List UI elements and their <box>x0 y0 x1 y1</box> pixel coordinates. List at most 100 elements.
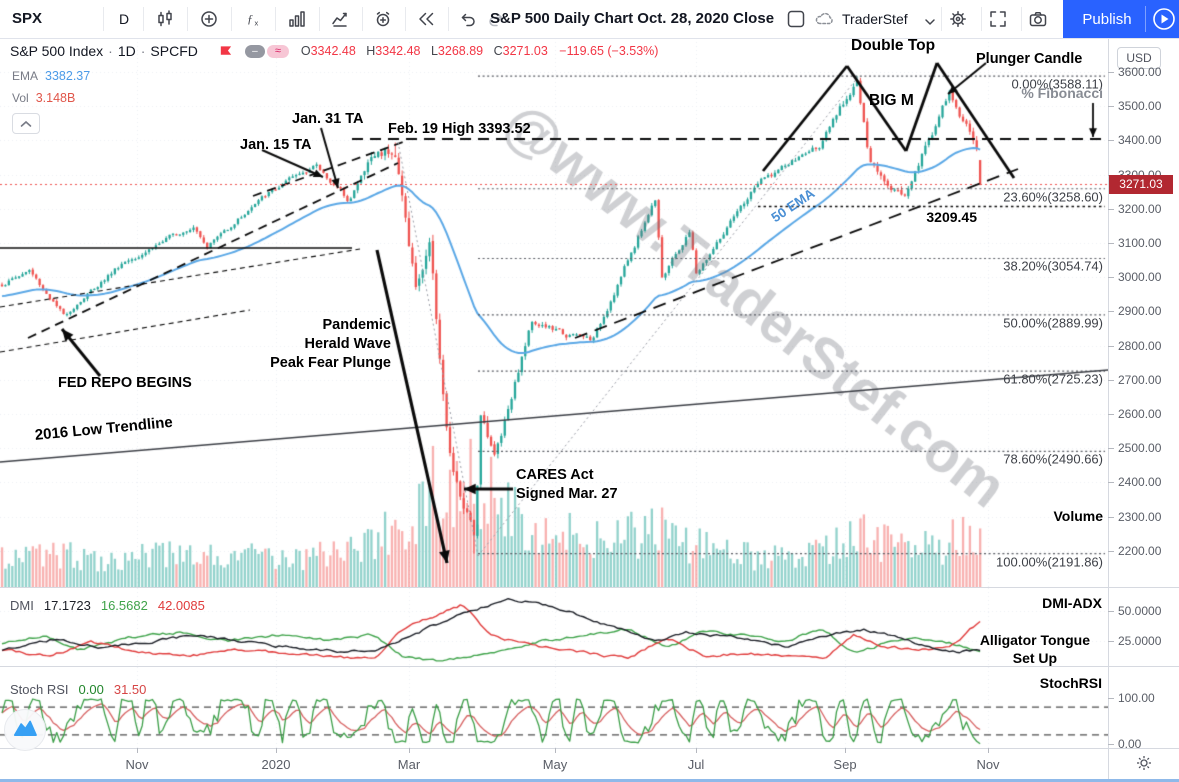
pane-divider[interactable] <box>0 666 1179 667</box>
dmi-axis-tick: 25.0000 <box>1118 634 1162 648</box>
snapshot-camera-icon[interactable] <box>1028 9 1048 29</box>
stochrsi-indicator-pane[interactable] <box>0 667 1108 748</box>
hide-toggle-icon[interactable]: – <box>244 44 265 58</box>
price-axis-tickmark <box>1108 517 1114 518</box>
price-axis-tick: 2700.00 <box>1118 372 1162 387</box>
dmi-adx-value: 17.1723 <box>43 598 91 613</box>
ema-legend: EMA 3382.37 <box>12 69 91 83</box>
stoch-axis-tickmark <box>1108 698 1114 699</box>
fullscreen-icon[interactable] <box>988 9 1008 29</box>
ohlc-readout: O3342.48 H3342.48 L3268.89 C3271.03 −119… <box>300 44 659 58</box>
time-axis-label: Nov <box>125 757 149 772</box>
time-axis-label: May <box>542 757 568 772</box>
traderstef-logo[interactable] <box>4 709 46 751</box>
price-axis-tick: 3400.00 <box>1118 133 1162 148</box>
chart-annotation: % Fibonacci <box>1021 85 1103 101</box>
ema-value: 3382.37 <box>45 69 91 83</box>
volume-value: 3.148B <box>35 91 76 105</box>
price-axis-border <box>1108 38 1109 779</box>
price-axis-tickmark <box>1108 277 1114 278</box>
price-axis-tickmark <box>1108 311 1114 312</box>
dmi-indicator-pane[interactable] <box>0 588 1108 666</box>
stoch-axis-tick: 0.00 <box>1118 737 1142 751</box>
price-axis-tickmark <box>1108 551 1114 552</box>
price-axis-tick: 3200.00 <box>1118 201 1162 216</box>
chart-annotation: BIG M <box>869 92 914 109</box>
active-pane-highlight <box>0 779 1179 782</box>
price-axis-tickmark <box>1108 346 1114 347</box>
svg-text:x: x <box>255 19 259 28</box>
chart-annotation: Feb. 19 High 3393.52 <box>388 121 531 137</box>
main-price-chart[interactable] <box>0 38 1108 587</box>
publish-menu-play-icon[interactable] <box>1151 6 1177 32</box>
indicator-templates-icon[interactable] <box>287 9 307 29</box>
time-axis-tickmark <box>696 748 697 753</box>
symbol-legend: S&P 500 Index · 1D · SPCFD – ≈ O3342.48 … <box>10 43 659 59</box>
time-axis-label: Jul <box>687 757 705 772</box>
dmi-plus-value: 16.5682 <box>100 598 148 613</box>
pane-divider[interactable] <box>0 587 1179 588</box>
price-axis-tick: 2500.00 <box>1118 441 1162 456</box>
undo-icon[interactable] <box>458 9 478 29</box>
similar-toggle-icon[interactable]: ≈ <box>266 44 289 58</box>
flag-icon[interactable] <box>218 44 233 59</box>
dmi-legend: DMI 17.1723 16.5682 42.0085 <box>10 598 205 613</box>
chart-title: S&P 500 Daily Chart Oct. 28, 2020 Close <box>490 10 775 27</box>
cloud-sync-icon[interactable] <box>814 9 834 29</box>
account-name[interactable]: TraderStef <box>842 11 908 27</box>
price-axis-tickmark <box>1108 72 1114 73</box>
symbol-button[interactable]: SPX <box>12 10 43 27</box>
stoch-axis-tick: 100.00 <box>1118 691 1155 705</box>
stochrsi-legend: Stoch RSI 0.00 31.50 <box>10 682 147 697</box>
bar-replay-icon[interactable] <box>416 9 436 29</box>
redo-icon[interactable] <box>486 9 506 29</box>
axis-settings-icon[interactable] <box>1134 753 1154 773</box>
fib-level-label: 100.00%(2191.86) <box>996 554 1103 570</box>
chevron-down-icon[interactable] <box>920 12 940 32</box>
candlestick-style-icon[interactable] <box>155 9 175 29</box>
chart-annotation: Jan. 31 TA <box>292 111 364 127</box>
price-axis-tickmark <box>1108 209 1114 210</box>
price-axis-tick: 3100.00 <box>1118 236 1162 250</box>
legend-exchange: SPCFD <box>150 43 198 59</box>
fib-level-label: 50.00%(2889.99) <box>1003 315 1103 331</box>
fib-level-label: 23.60%(3258.60) <box>1003 189 1103 205</box>
dmi-minus-value: 42.0085 <box>157 598 205 613</box>
collapse-legend-button[interactable] <box>12 113 40 134</box>
legend-interval: 1D <box>117 43 136 59</box>
change-readout: −119.65 (−3.53%) <box>559 44 659 58</box>
fib-level-label: 61.80%(2725.23) <box>1003 371 1103 387</box>
alert-clock-icon[interactable] <box>373 9 393 29</box>
price-axis-tickmark <box>1108 243 1114 244</box>
layout-square-icon[interactable] <box>786 9 806 29</box>
price-axis-tickmark <box>1108 448 1114 449</box>
forecast-icon[interactable] <box>330 9 350 29</box>
chart-annotation: CARES Act Signed Mar. 27 <box>516 467 618 502</box>
time-axis-tickmark <box>988 748 989 753</box>
price-axis-tickmark <box>1108 380 1114 381</box>
last-price-tag: 3271.03 <box>1109 175 1173 194</box>
time-axis-tickmark <box>845 748 846 753</box>
chart-annotation: Volume <box>1053 508 1103 524</box>
fib-level-label: 0.00%(3588.11) <box>1011 76 1103 92</box>
price-axis-tick: 3000.00 <box>1118 270 1162 285</box>
settings-gear-icon[interactable] <box>948 9 968 29</box>
chart-annotation: Plunger Candle <box>976 51 1083 67</box>
price-axis-tickmark <box>1108 106 1114 107</box>
currency-button[interactable]: USD <box>1117 47 1161 69</box>
price-axis-tick: 3600.00 <box>1118 65 1162 79</box>
interval-button[interactable]: D <box>118 11 130 27</box>
price-axis-tick: 2400.00 <box>1118 475 1162 490</box>
time-axis-tickmark <box>276 748 277 753</box>
compare-plus-icon[interactable] <box>199 9 219 29</box>
publish-button[interactable]: Publish <box>1082 10 1132 28</box>
time-axis-label: 2020 <box>261 757 291 772</box>
time-axis-tickmark <box>409 748 410 753</box>
fib-level-label: 38.20%(3054.74) <box>1003 258 1103 274</box>
price-axis-tick: 2900.00 <box>1118 304 1162 319</box>
stoch-k-value: 0.00 <box>78 682 104 697</box>
legend-symbol[interactable]: S&P 500 Index <box>10 43 104 59</box>
